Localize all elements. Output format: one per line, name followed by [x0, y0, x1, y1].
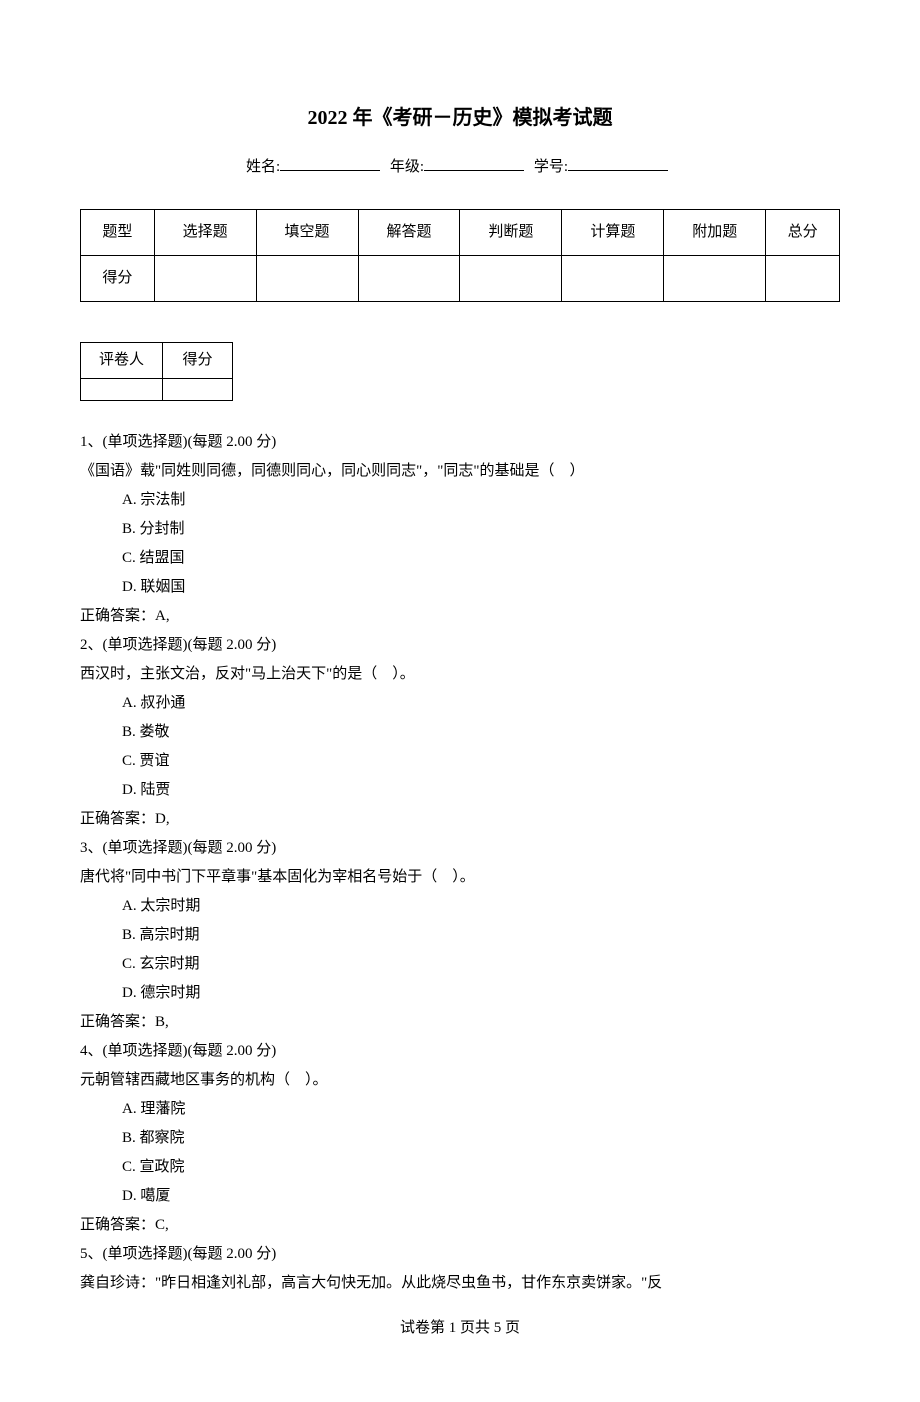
correct-answer: 正确答案：C, [80, 1212, 840, 1239]
option-item: C. 贾谊 [122, 748, 840, 775]
score-cell [766, 256, 840, 302]
option-item: D. 噶厦 [122, 1183, 840, 1210]
question-number: 1、(单项选择题)(每题 2.00 分) [80, 429, 840, 456]
option-item: D. 陆贾 [122, 777, 840, 804]
option-list: A. 宗法制B. 分封制C. 结盟国D. 联姻国 [80, 487, 840, 601]
header-cell: 判断题 [460, 210, 562, 256]
table-row: 题型 选择题 填空题 解答题 判断题 计算题 附加题 总分 [81, 210, 840, 256]
grader-header: 评卷人 [81, 343, 163, 379]
questions-container: 1、(单项选择题)(每题 2.00 分)《国语》载"同姓则同德，同德则同心，同心… [80, 429, 840, 1297]
option-item: B. 高宗时期 [122, 922, 840, 949]
option-item: A. 理藩院 [122, 1096, 840, 1123]
page-footer: 试卷第 1 页共 5 页 [80, 1315, 840, 1342]
option-list: A. 太宗时期B. 高宗时期C. 玄宗时期D. 德宗时期 [80, 893, 840, 1007]
option-item: C. 玄宗时期 [122, 951, 840, 978]
score-cell [358, 256, 460, 302]
grader-cell [81, 379, 163, 401]
option-item: D. 德宗时期 [122, 980, 840, 1007]
option-item: B. 娄敬 [122, 719, 840, 746]
name-blank [280, 156, 380, 171]
option-list: A. 理藩院B. 都察院C. 宣政院D. 噶厦 [80, 1096, 840, 1210]
table-row: 得分 [81, 256, 840, 302]
question-number: 5、(单项选择题)(每题 2.00 分) [80, 1241, 840, 1268]
table-row: 评卷人 得分 [81, 343, 233, 379]
score-cell [562, 256, 664, 302]
score-cell [154, 256, 256, 302]
id-label: 学号: [534, 159, 568, 175]
score-cell [460, 256, 562, 302]
grade-blank [424, 156, 524, 171]
exam-title: 2022 年《考研－历史》模拟考试题 [80, 100, 840, 136]
question-stem: 西汉时，主张文治，反对"马上治天下"的是（ ）。 [80, 661, 840, 688]
option-item: B. 分封制 [122, 516, 840, 543]
id-blank [568, 156, 668, 171]
option-item: B. 都察院 [122, 1125, 840, 1152]
question-stem: 唐代将"同中书门下平章事"基本固化为宰相名号始于（ ）。 [80, 864, 840, 891]
correct-answer: 正确答案：D, [80, 806, 840, 833]
option-item: A. 宗法制 [122, 487, 840, 514]
header-cell: 题型 [81, 210, 155, 256]
score-cell [256, 256, 358, 302]
question-number: 3、(单项选择题)(每题 2.00 分) [80, 835, 840, 862]
row-label-cell: 得分 [81, 256, 155, 302]
grader-table: 评卷人 得分 [80, 342, 233, 401]
question-number: 2、(单项选择题)(每题 2.00 分) [80, 632, 840, 659]
header-cell: 总分 [766, 210, 840, 256]
header-cell: 解答题 [358, 210, 460, 256]
header-cell: 附加题 [664, 210, 766, 256]
header-cell: 计算题 [562, 210, 664, 256]
table-row [81, 379, 233, 401]
question-stem: 元朝管辖西藏地区事务的机构（ ）。 [80, 1067, 840, 1094]
option-item: A. 叔孙通 [122, 690, 840, 717]
option-list: A. 叔孙通B. 娄敬C. 贾谊D. 陆贾 [80, 690, 840, 804]
option-item: A. 太宗时期 [122, 893, 840, 920]
grader-header: 得分 [163, 343, 233, 379]
correct-answer: 正确答案：B, [80, 1009, 840, 1036]
question-number: 4、(单项选择题)(每题 2.00 分) [80, 1038, 840, 1065]
student-info-line: 姓名: 年级: 学号: [80, 154, 840, 181]
option-item: D. 联姻国 [122, 574, 840, 601]
correct-answer: 正确答案：A, [80, 603, 840, 630]
header-cell: 选择题 [154, 210, 256, 256]
option-item: C. 宣政院 [122, 1154, 840, 1181]
grade-label: 年级: [390, 159, 424, 175]
grader-cell [163, 379, 233, 401]
header-cell: 填空题 [256, 210, 358, 256]
question-stem: 《国语》载"同姓则同德，同德则同心，同心则同志"，"同志"的基础是（ ） [80, 458, 840, 485]
score-cell [664, 256, 766, 302]
option-item: C. 结盟国 [122, 545, 840, 572]
score-table: 题型 选择题 填空题 解答题 判断题 计算题 附加题 总分 得分 [80, 209, 840, 302]
name-label: 姓名: [246, 159, 280, 175]
question-stem: 龚自珍诗："昨日相逢刘礼部，高言大句快无加。从此烧尽虫鱼书，甘作东京卖饼家。"反 [80, 1270, 840, 1297]
